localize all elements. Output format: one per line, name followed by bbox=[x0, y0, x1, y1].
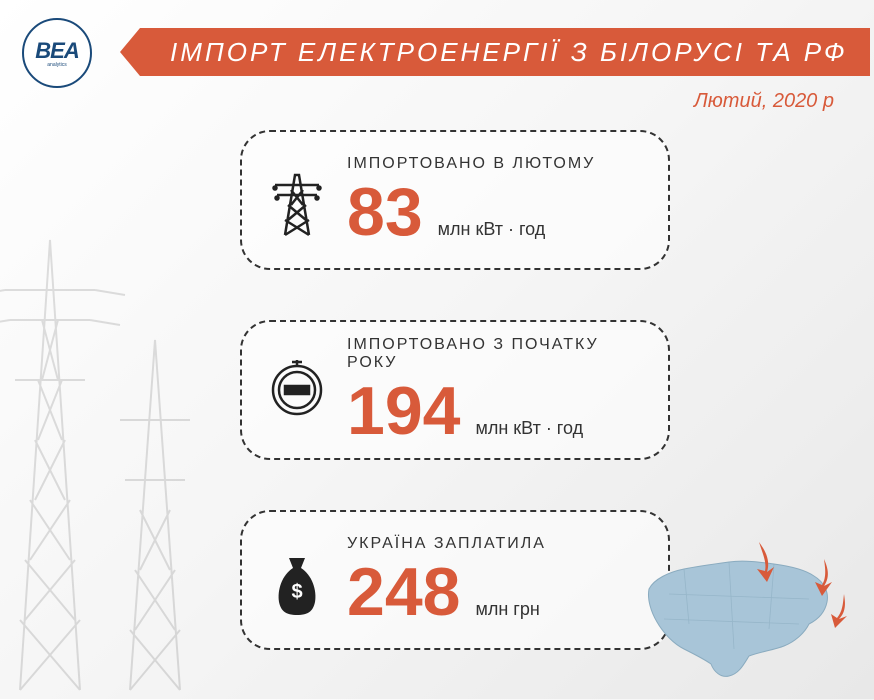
page-title: ІМПОРТ ЕЛЕКТРОЕНЕРГІЇ З БІЛОРУСІ ТА РФ bbox=[170, 37, 848, 68]
card-value: 248 bbox=[347, 558, 460, 626]
meter-icon bbox=[267, 350, 327, 430]
stat-card-imported-february: ІМПОРТОВАНО В ЛЮТОМУ 83 млн кВт · год bbox=[240, 130, 670, 270]
money-bag-icon: $ bbox=[267, 540, 327, 620]
card-unit: млн грн bbox=[475, 599, 539, 620]
power-towers-bg bbox=[0, 140, 250, 700]
card-value: 194 bbox=[347, 377, 460, 445]
ukraine-map-icon bbox=[629, 534, 859, 684]
stat-card-imported-ytd: ІМПОРТОВАНО З ПОЧАТКУ РОКУ 194 млн кВт ·… bbox=[240, 320, 670, 460]
logo-sub: analytics bbox=[47, 62, 66, 68]
title-bar: ІМПОРТ ЕЛЕКТРОЕНЕРГІЇ З БІЛОРУСІ ТА РФ bbox=[140, 28, 870, 76]
tower-icon bbox=[267, 160, 327, 240]
card-unit: млн кВт · год bbox=[438, 219, 546, 240]
card-value: 83 bbox=[347, 178, 423, 246]
card-label: УКРАЇНА ЗАПЛАТИЛА bbox=[347, 535, 643, 553]
subtitle-date: Лютий, 2020 р bbox=[694, 90, 834, 113]
card-label: ІМПОРТОВАНО З ПОЧАТКУ РОКУ bbox=[347, 336, 643, 372]
card-label: ІМПОРТОВАНО В ЛЮТОМУ bbox=[347, 155, 643, 173]
svg-text:$: $ bbox=[291, 581, 302, 603]
logo-badge: ВЕА analytics bbox=[22, 18, 92, 88]
stat-card-paid: $ УКРАЇНА ЗАПЛАТИЛА 248 млн грн bbox=[240, 510, 670, 650]
logo-text: ВЕА bbox=[35, 38, 78, 64]
card-unit: млн кВт · год bbox=[475, 418, 583, 439]
